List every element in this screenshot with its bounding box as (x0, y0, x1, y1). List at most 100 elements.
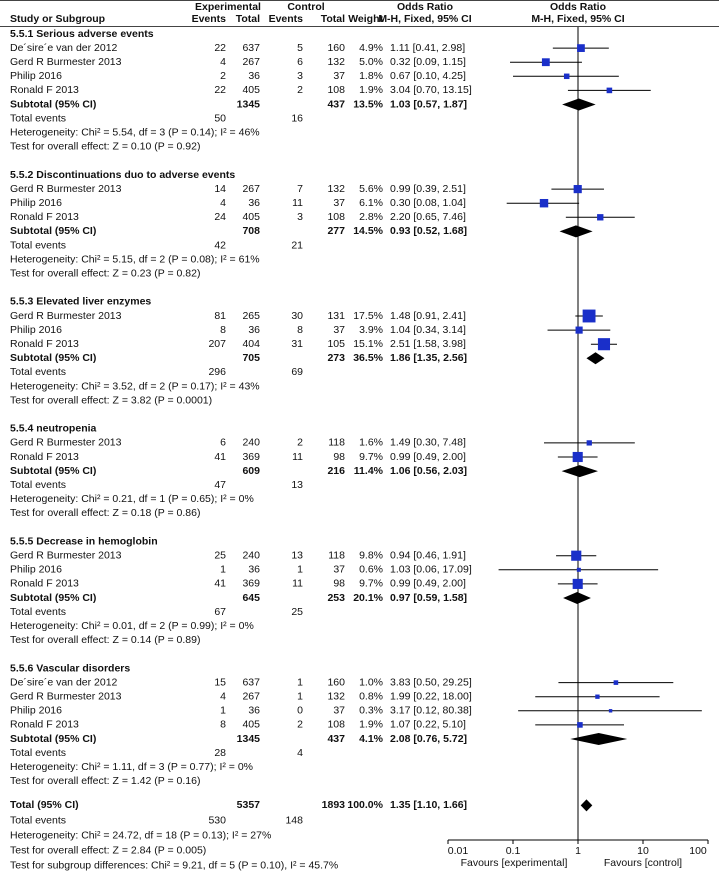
x-tick-label: 1 (575, 845, 581, 857)
control-total: 160 (327, 676, 345, 688)
experimental-total: 645 (242, 592, 260, 604)
experimental-total: 405 (242, 211, 260, 223)
experimental-total: 5357 (237, 799, 261, 811)
study-name: Ronald F 2013 (10, 719, 79, 731)
experimental-total: 369 (242, 578, 260, 590)
control-events: 6 (297, 56, 303, 68)
experimental-events: 50 (214, 112, 226, 124)
control-total: 37 (333, 705, 345, 717)
study-marker (575, 326, 583, 334)
header-experimental: Experimental (195, 1, 261, 13)
header-method: M-H, Fixed, 95% CI (378, 13, 471, 25)
control-total: 118 (328, 549, 345, 561)
study-marker (576, 567, 581, 572)
group-title: 5.5.4 neutropenia (10, 423, 97, 435)
weight: 5.0% (359, 56, 383, 68)
experimental-total: 404 (242, 338, 260, 350)
weight: 5.6% (359, 183, 383, 195)
overall-effect: Test for overall effect: Z = 1.42 (P = 0… (10, 775, 200, 787)
header-total: Total (321, 13, 345, 25)
study-marker (613, 680, 619, 685)
heterogeneity: Heterogeneity: Chi² = 0.01, df = 2 (P = … (10, 620, 254, 632)
control-total: 37 (333, 564, 345, 576)
study-name: Ronald F 2013 (10, 211, 79, 223)
odds-ratio-ci: 0.93 [0.52, 1.68] (390, 225, 467, 237)
control-events: 0 (297, 705, 303, 717)
odds-ratio-ci: 1.86 [1.35, 2.56] (390, 352, 467, 364)
control-events: 8 (297, 324, 303, 336)
study-marker (539, 198, 549, 208)
study-marker (586, 440, 592, 446)
pooled-name: Total (95% CI) (10, 799, 79, 811)
control-total: 273 (327, 352, 345, 364)
experimental-total: 36 (248, 705, 260, 717)
experimental-events: 47 (214, 479, 226, 491)
study-name: Philip 2016 (10, 324, 62, 336)
experimental-total: 36 (248, 564, 260, 576)
odds-ratio-ci: 1.06 [0.56, 2.03] (390, 465, 467, 477)
study-name: Gerd R Burmester 2013 (10, 549, 122, 561)
odds-ratio-ci: 3.17 [0.12, 80.38] (390, 705, 472, 717)
odds-ratio-ci: 0.30 [0.08, 1.04] (390, 197, 466, 209)
experimental-events: 4 (220, 56, 226, 68)
study-marker (572, 578, 583, 589)
weight: 100.0% (347, 799, 383, 811)
experimental-events: 81 (214, 310, 226, 322)
pooled-diamond (580, 799, 593, 812)
control-events: 148 (285, 814, 303, 826)
experimental-total: 708 (242, 225, 260, 237)
experimental-events: 207 (208, 338, 226, 350)
events-name: Total events (10, 112, 66, 124)
experimental-total: 405 (242, 84, 260, 96)
overall-effect: Test for overall effect: Z = 0.18 (P = 0… (10, 507, 200, 519)
control-total: 108 (327, 211, 345, 223)
control-events: 11 (292, 578, 303, 590)
pooled-name: Subtotal (95% CI) (10, 225, 96, 237)
study-name: Philip 2016 (10, 705, 62, 717)
events-name: Total events (10, 814, 66, 826)
odds-ratio-ci: 2.51 [1.58, 3.98] (390, 338, 466, 350)
experimental-total: 36 (248, 324, 260, 336)
control-events: 21 (291, 239, 303, 251)
experimental-total: 369 (242, 451, 260, 463)
study-marker (597, 214, 604, 221)
x-tick-label: 0.01 (448, 845, 469, 857)
study-marker (606, 87, 613, 94)
study-name: Ronald F 2013 (10, 84, 79, 96)
weight: 1.9% (359, 719, 383, 731)
control-total: 105 (327, 338, 345, 350)
control-events: 1 (297, 690, 303, 702)
experimental-events: 24 (214, 211, 226, 223)
weight: 4.1% (359, 733, 384, 745)
control-events: 5 (297, 42, 303, 54)
experimental-total: 1345 (237, 733, 261, 745)
study-marker (563, 73, 570, 80)
control-events: 16 (291, 112, 303, 124)
odds-ratio-ci: 0.32 [0.09, 1.15] (390, 56, 466, 68)
odds-ratio-ci: 1.07 [0.22, 5.10] (390, 719, 466, 731)
odds-ratio-ci: 0.67 [0.10, 4.25] (390, 70, 466, 82)
overall-effect: Test for overall effect: Z = 2.84 (P = 0… (10, 844, 206, 856)
experimental-total: 637 (242, 42, 260, 54)
header-events: Events (269, 13, 304, 25)
odds-ratio-ci: 1.48 [0.91, 2.41] (390, 310, 466, 322)
experimental-events: 8 (220, 719, 226, 731)
weight: 4.9% (359, 42, 383, 54)
pooled-diamond (586, 352, 605, 365)
control-total: 108 (327, 719, 345, 731)
pooled-name: Subtotal (95% CI) (10, 733, 96, 745)
header-weight: Weight (348, 13, 383, 25)
heterogeneity: Heterogeneity: Chi² = 5.54, df = 3 (P = … (10, 126, 260, 138)
experimental-total: 609 (242, 465, 260, 477)
control-total: 253 (327, 592, 345, 604)
control-total: 216 (327, 465, 345, 477)
study-name: Ronald F 2013 (10, 578, 79, 590)
odds-ratio-ci: 3.04 [0.70, 13.15] (390, 84, 472, 96)
experimental-events: 25 (214, 549, 226, 561)
x-label-right: Favours [control] (604, 857, 682, 869)
control-events: 13 (291, 549, 303, 561)
heterogeneity: Heterogeneity: Chi² = 0.21, df = 1 (P = … (10, 493, 254, 505)
study-name: Ronald F 2013 (10, 338, 79, 350)
odds-ratio-ci: 0.99 [0.49, 2.00] (390, 578, 466, 590)
